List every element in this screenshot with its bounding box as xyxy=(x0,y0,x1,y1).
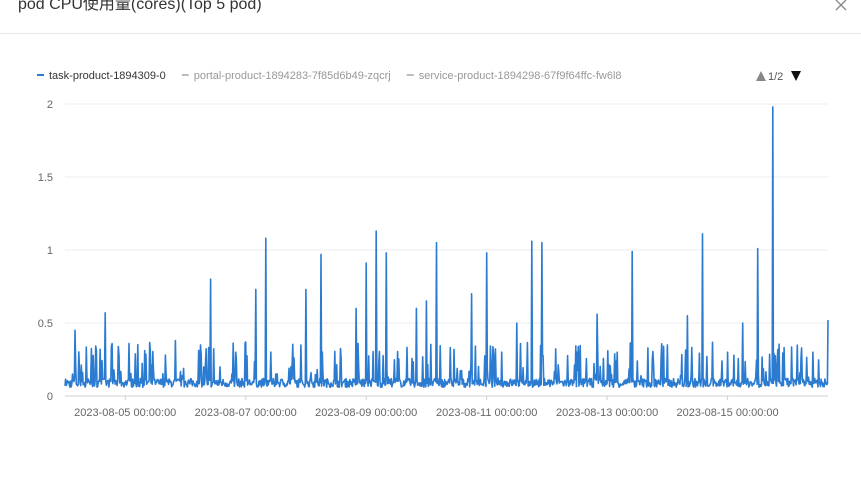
legend-item-1[interactable]: task-product-1894309-0 xyxy=(49,70,166,82)
y-tick-label: 0.5 xyxy=(38,318,53,330)
x-axis-ticks: 2023-08-05 00:00:00 2023-08-07 00:00:00 20… xyxy=(74,396,779,419)
series-line xyxy=(64,106,829,388)
x-tick-label: 2023-08-09 00:00:00 xyxy=(315,407,417,419)
legend-pager: 1/2 xyxy=(756,71,801,83)
y-grid-lines xyxy=(65,103,828,324)
x-tick-label: 2023-08-15 00:00:00 xyxy=(677,407,779,419)
plot-area xyxy=(64,106,829,388)
y-tick-label: 2 xyxy=(47,99,53,111)
close-icon[interactable] xyxy=(832,0,850,14)
legend-item-2[interactable]: portal-product-1894283-7f85d6b49-zqcrj xyxy=(194,70,391,82)
dialog-title: pod CPU使用量(cores)(Top 5 pod) xyxy=(18,0,262,13)
legend-prev-page-icon[interactable] xyxy=(756,71,766,81)
x-tick-label: 2023-08-05 00:00:00 xyxy=(74,407,176,419)
x-tick-label: 2023-08-07 00:00:00 xyxy=(195,407,297,419)
legend-page-indicator: 1/2 xyxy=(768,71,783,83)
legend: task-product-1894309-0 portal-product-189… xyxy=(37,70,622,82)
y-tick-label: 1.5 xyxy=(38,172,53,184)
y-axis-ticks: 0 0.5 1 1.5 2 xyxy=(38,99,53,403)
x-tick-label: 2023-08-13 00:00:00 xyxy=(556,407,658,419)
y-tick-label: 0 xyxy=(47,391,53,403)
x-tick-label: 2023-08-11 00:00:00 xyxy=(436,407,537,419)
y-tick-label: 1 xyxy=(47,245,53,257)
legend-next-page-icon[interactable] xyxy=(791,71,801,81)
dialog-header: pod CPU使用量(cores)(Top 5 pod) xyxy=(0,0,861,34)
legend-item-3[interactable]: service-product-1894298-67f9f64ffc-fw6l8 xyxy=(419,70,622,82)
